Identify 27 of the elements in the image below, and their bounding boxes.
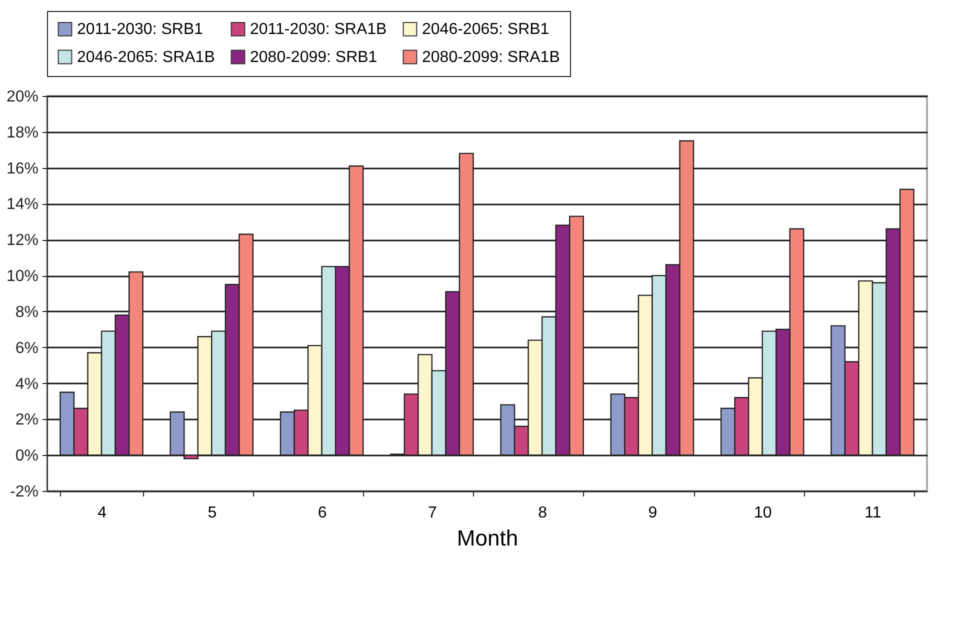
y-tick-label: 0% xyxy=(15,448,38,465)
legend-label: 2011-2030: SRA1B xyxy=(250,21,387,38)
y-tick-label: 18% xyxy=(6,124,38,142)
y-tick-label: 20% xyxy=(6,88,38,106)
y-tick-label: 10% xyxy=(6,268,38,286)
y-tick-label: 4% xyxy=(15,376,38,393)
y-tick-label: 14% xyxy=(6,196,38,214)
legend-label: 2046-2065: SRA1B xyxy=(77,49,215,66)
x-tick-label: 5 xyxy=(208,504,217,522)
x-tick-label: 11 xyxy=(864,504,882,522)
x-tick-label: 10 xyxy=(754,504,772,522)
x-axis-title: Month xyxy=(456,526,518,550)
x-tick-label: 9 xyxy=(648,504,658,522)
y-tick-label: 12% xyxy=(6,232,38,250)
y-tick-label: 2% xyxy=(15,412,38,429)
y-tick-label: 16% xyxy=(6,160,38,178)
legend-label: 2080-2099: SRB1 xyxy=(250,49,378,66)
legend-label: 2046-2065: SRB1 xyxy=(422,21,550,38)
y-tick-label: 6% xyxy=(15,340,38,357)
legend-label: 2080-2099: SRA1B xyxy=(422,49,560,66)
x-tick-label: 6 xyxy=(318,504,327,522)
legend-label: 2011-2030: SRB1 xyxy=(77,21,204,38)
x-tick-label: 7 xyxy=(428,504,437,522)
x-tick-label: 8 xyxy=(538,504,548,522)
y-tick-label: -2% xyxy=(10,484,38,500)
y-tick-label: 8% xyxy=(15,304,38,321)
x-tick-label: 4 xyxy=(98,504,107,522)
